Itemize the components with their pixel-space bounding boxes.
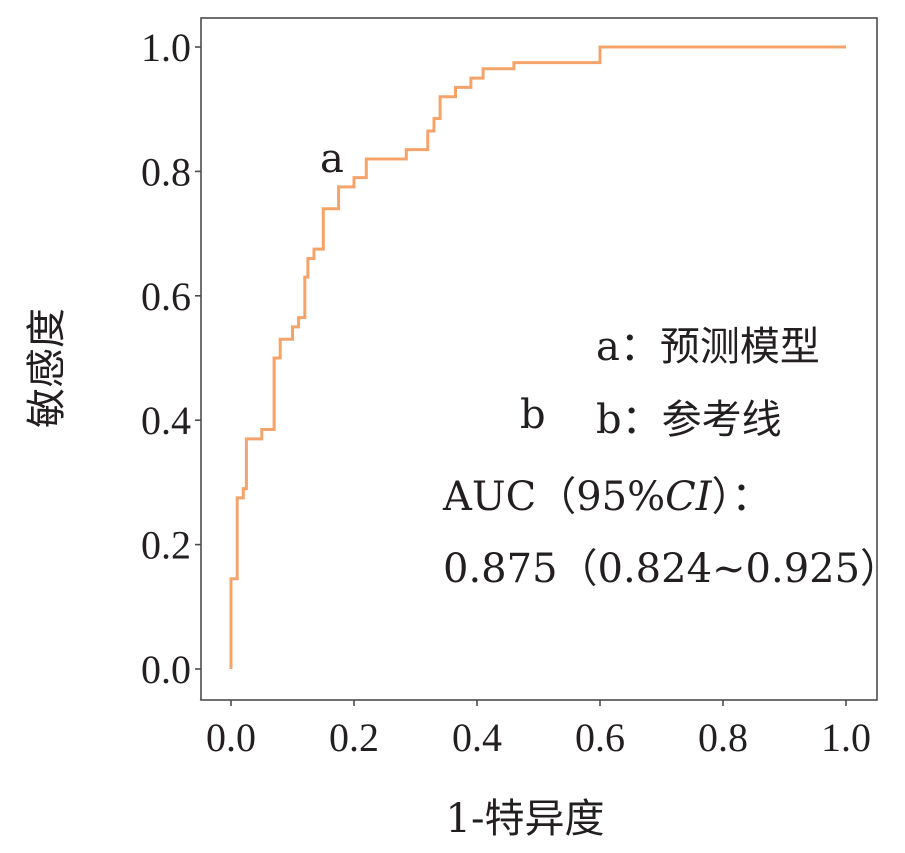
plot-frame (200, 17, 878, 701)
y-tick-label: 1.0 (141, 25, 191, 70)
legend-b-label: 参考线 (662, 397, 782, 443)
auc-suffix: ）： (712, 474, 772, 520)
x-tick-label: 0.4 (452, 715, 502, 760)
y-tick-label: 0.2 (141, 523, 191, 568)
x-tick-label: 0.8 (698, 715, 748, 760)
auc-heading: AUC（95%CI）： (442, 474, 772, 520)
legend-a-separator: ： (620, 324, 660, 370)
legend-a-key: a (596, 324, 620, 370)
x-axis-ticks: 0.0 0.2 0.4 0.6 0.8 1.0 (206, 700, 871, 760)
x-axis-title: 1-特异度 (446, 796, 605, 842)
legend-a-label: 预测模型 (660, 324, 820, 370)
reference-line (199, 698, 202, 701)
legend-entry-b: b：参考线 (596, 397, 782, 443)
reference-marker-b: b (520, 392, 546, 438)
y-axis-title: 敏感度 (24, 308, 70, 428)
y-tick-label: 0.8 (141, 149, 191, 194)
auc-prefix: AUC（95% (442, 474, 665, 520)
legend-entry-a: a：预测模型 (596, 324, 820, 370)
x-tick-label: 0.0 (206, 715, 256, 760)
y-tick-label: 0.4 (141, 398, 191, 443)
auc-value: 0.875（0.824~0.925） (443, 546, 900, 592)
auc-ci: CI (665, 474, 713, 520)
x-tick-label: 0.2 (329, 715, 379, 760)
y-tick-label: 0.0 (141, 647, 191, 692)
curve-marker-a: a (320, 136, 344, 182)
y-axis-ticks: 0.0 0.2 0.4 0.6 0.8 1.0 (141, 25, 201, 692)
y-tick-label: 0.6 (141, 274, 191, 319)
legend-b-key: b (596, 397, 622, 443)
x-tick-label: 0.6 (575, 715, 625, 760)
roc-curve-line (229, 45, 846, 669)
legend-b-separator: ： (622, 397, 662, 443)
x-tick-label: 1.0 (821, 715, 871, 760)
